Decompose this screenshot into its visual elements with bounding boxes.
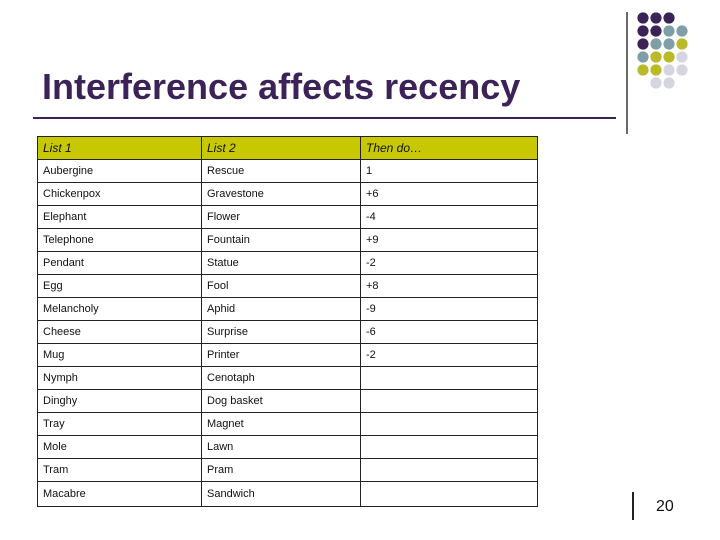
cell-list-1: Macabre xyxy=(37,481,202,507)
cell-then-do: +6 xyxy=(360,182,538,206)
title-underline xyxy=(33,117,616,119)
word-list-table: List 1 List 2 Then do… Aubergine Rescue 1 C… xyxy=(37,136,538,507)
header-vertical-rule xyxy=(626,12,628,134)
cell-then-do: -4 xyxy=(360,205,538,229)
cell-then-do: -9 xyxy=(360,297,538,321)
table-header-row: List 1 List 2 Then do… xyxy=(37,136,538,160)
cell-list-1: Melancholy xyxy=(37,297,202,321)
cell-list-1: Mug xyxy=(37,343,202,367)
cell-then-do: +9 xyxy=(360,228,538,252)
header-then-do: Then do… xyxy=(360,136,538,160)
cell-list-2: Magnet xyxy=(201,412,361,436)
cell-list-1: Telephone xyxy=(37,228,202,252)
cell-list-1: Dinghy xyxy=(37,389,202,413)
header-list-1: List 1 xyxy=(37,136,202,160)
table-row: Elephant Flower -4 xyxy=(37,205,538,229)
decorative-dot xyxy=(637,38,649,50)
cell-list-2: Flower xyxy=(201,205,361,229)
decorative-dot xyxy=(650,77,662,89)
decorative-dot xyxy=(663,51,675,63)
decorative-dot xyxy=(663,38,675,50)
cell-then-do: -2 xyxy=(360,343,538,367)
decorative-dot xyxy=(676,38,688,50)
cell-list-1: Cheese xyxy=(37,320,202,344)
table-row: Tray Magnet xyxy=(37,412,538,436)
table-row: Cheese Surprise -6 xyxy=(37,320,538,344)
cell-then-do xyxy=(360,389,538,413)
decorative-dot xyxy=(637,25,649,37)
decorative-dot xyxy=(650,51,662,63)
decorative-dot xyxy=(676,25,688,37)
cell-list-2: Gravestone xyxy=(201,182,361,206)
cell-then-do xyxy=(360,412,538,436)
table-row: Telephone Fountain +9 xyxy=(37,228,538,252)
table-row: Melancholy Aphid -9 xyxy=(37,297,538,321)
cell-list-1: Pendant xyxy=(37,251,202,275)
cell-then-do xyxy=(360,366,538,390)
cell-list-2: Sandwich xyxy=(201,481,361,507)
table-row: Pendant Statue -2 xyxy=(37,251,538,275)
decorative-dot xyxy=(663,64,675,76)
cell-list-1: Elephant xyxy=(37,205,202,229)
decorative-dot xyxy=(676,64,688,76)
table-row: Mug Printer -2 xyxy=(37,343,538,367)
decorative-dot xyxy=(650,25,662,37)
table-row: Tram Pram xyxy=(37,458,538,482)
cell-list-1: Egg xyxy=(37,274,202,298)
cell-list-1: Nymph xyxy=(37,366,202,390)
table-row: Macabre Sandwich xyxy=(37,481,538,507)
cell-list-2: Fountain xyxy=(201,228,361,252)
decorative-dot xyxy=(650,64,662,76)
cell-list-2: Cenotaph xyxy=(201,366,361,390)
decorative-dot xyxy=(663,25,675,37)
table-row: Chickenpox Gravestone +6 xyxy=(37,182,538,206)
cell-then-do: +8 xyxy=(360,274,538,298)
footer-vertical-rule xyxy=(632,492,634,520)
cell-then-do: -2 xyxy=(360,251,538,275)
decorative-dot xyxy=(650,12,662,24)
decorative-dot xyxy=(637,51,649,63)
cell-then-do xyxy=(360,435,538,459)
cell-list-1: Chickenpox xyxy=(37,182,202,206)
cell-then-do xyxy=(360,458,538,482)
decorative-dot xyxy=(663,12,675,24)
cell-list-2: Rescue xyxy=(201,159,361,183)
cell-list-1: Tray xyxy=(37,412,202,436)
decorative-dot-grid xyxy=(637,12,688,89)
cell-list-2: Dog basket xyxy=(201,389,361,413)
cell-list-2: Surprise xyxy=(201,320,361,344)
cell-list-1: Aubergine xyxy=(37,159,202,183)
page-number: 20 xyxy=(656,498,674,515)
cell-then-do xyxy=(360,481,538,507)
cell-list-2: Lawn xyxy=(201,435,361,459)
decorative-dot xyxy=(663,77,675,89)
cell-list-2: Statue xyxy=(201,251,361,275)
table-row: Dinghy Dog basket xyxy=(37,389,538,413)
cell-list-2: Aphid xyxy=(201,297,361,321)
cell-list-1: Mole xyxy=(37,435,202,459)
cell-list-2: Fool xyxy=(201,274,361,298)
decorative-dot xyxy=(637,64,649,76)
cell-list-2: Pram xyxy=(201,458,361,482)
cell-list-2: Printer xyxy=(201,343,361,367)
decorative-dot xyxy=(676,51,688,63)
cell-then-do: 1 xyxy=(360,159,538,183)
header-list-2: List 2 xyxy=(201,136,361,160)
slide-title: Interference affects recency xyxy=(42,66,521,107)
table-row: Egg Fool +8 xyxy=(37,274,538,298)
table-row: Mole Lawn xyxy=(37,435,538,459)
table-row: Nymph Cenotaph xyxy=(37,366,538,390)
cell-then-do: -6 xyxy=(360,320,538,344)
decorative-dot xyxy=(637,12,649,24)
cell-list-1: Tram xyxy=(37,458,202,482)
table-row: Aubergine Rescue 1 xyxy=(37,159,538,183)
decorative-dot xyxy=(650,38,662,50)
